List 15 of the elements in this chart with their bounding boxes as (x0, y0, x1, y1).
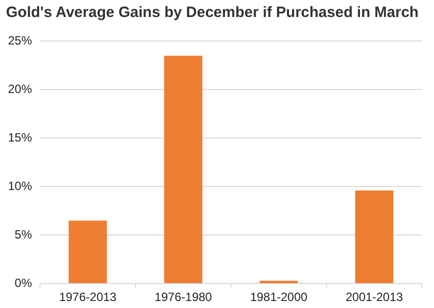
y-tick-label: 10% (8, 178, 32, 193)
bar (355, 190, 394, 284)
chart-title: Gold's Average Gains by December if Purchased in March (5, 3, 420, 23)
x-tick-label: 2001-2013 (346, 290, 404, 304)
bar (68, 220, 107, 284)
y-tick-label: 5% (14, 227, 32, 242)
y-tick-label: 25% (8, 34, 32, 48)
x-tick-label: 1981-2000 (250, 290, 308, 304)
y-tick-label: 15% (8, 130, 32, 144)
bar (164, 56, 202, 284)
x-tick-label: 1976-1980 (154, 290, 212, 304)
y-tick-label: 0% (14, 276, 32, 290)
bar (260, 280, 298, 284)
y-tick-label: 20% (8, 82, 32, 96)
x-tick-label: 1976-2013 (59, 290, 117, 304)
